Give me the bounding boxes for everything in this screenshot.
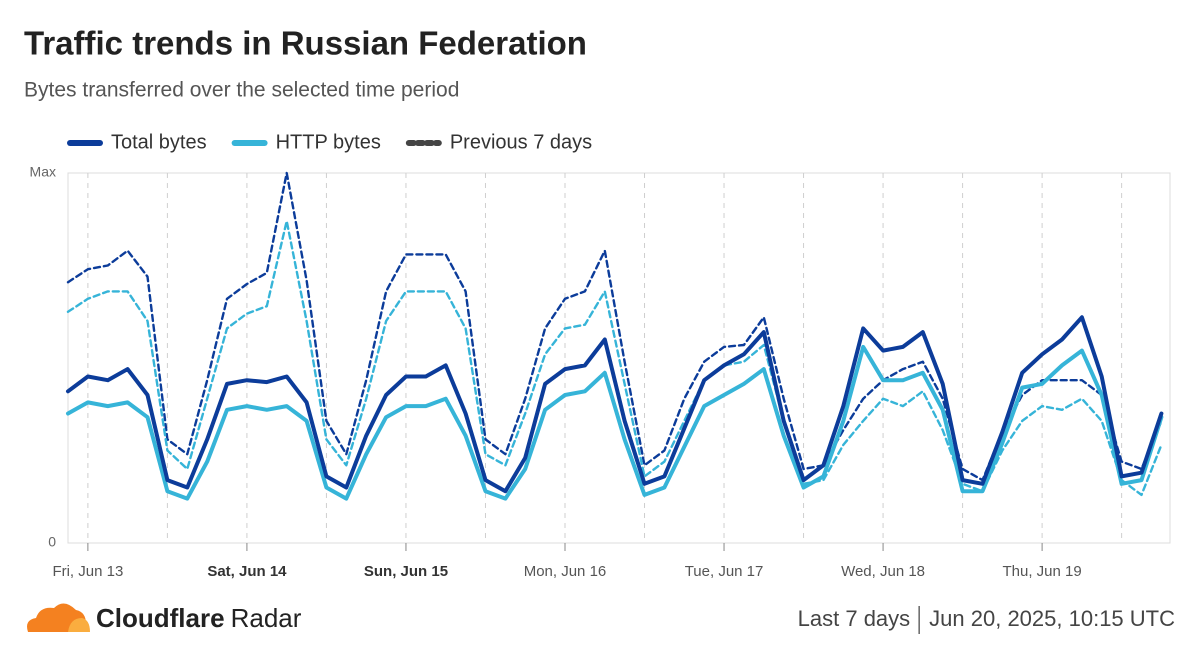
chart-title: Traffic trends in Russian Federation [24,25,587,62]
series-line [66,315,1164,494]
legend-label: Total bytes [111,131,207,153]
product: Radar [231,603,302,633]
y-tick-label: 0 [48,534,56,550]
x-tick-label: Mon, Jun 16 [524,563,607,580]
range: Last 7 days [798,606,911,631]
legend-label: Previous 7 days [450,131,592,153]
previous-line [66,171,1163,482]
x-tick-label: Fri, Jun 13 [52,563,123,580]
plot-frame [67,172,1171,544]
x-tick-label: Thu, Jun 19 [1002,563,1081,580]
legend-label: HTTP bytes [276,131,381,153]
logo-cloud-small [68,618,90,632]
timestamp: Jun 20, 2025, 10:15 UTC [929,606,1175,631]
chart-subtitle: Bytes transferred over the selected time… [24,79,459,102]
x-tick-label: Tue, Jun 17 [685,563,764,580]
x-tick-label: Sun, Jun 15 [364,563,448,580]
logo [27,603,90,632]
y-tick-label: Max [30,164,56,180]
x-tick-label: Sat, Jun 14 [207,563,287,580]
brand: Cloudflare [96,603,225,633]
x-tick-label: Wed, Jun 18 [841,563,925,580]
series-line [66,344,1164,501]
